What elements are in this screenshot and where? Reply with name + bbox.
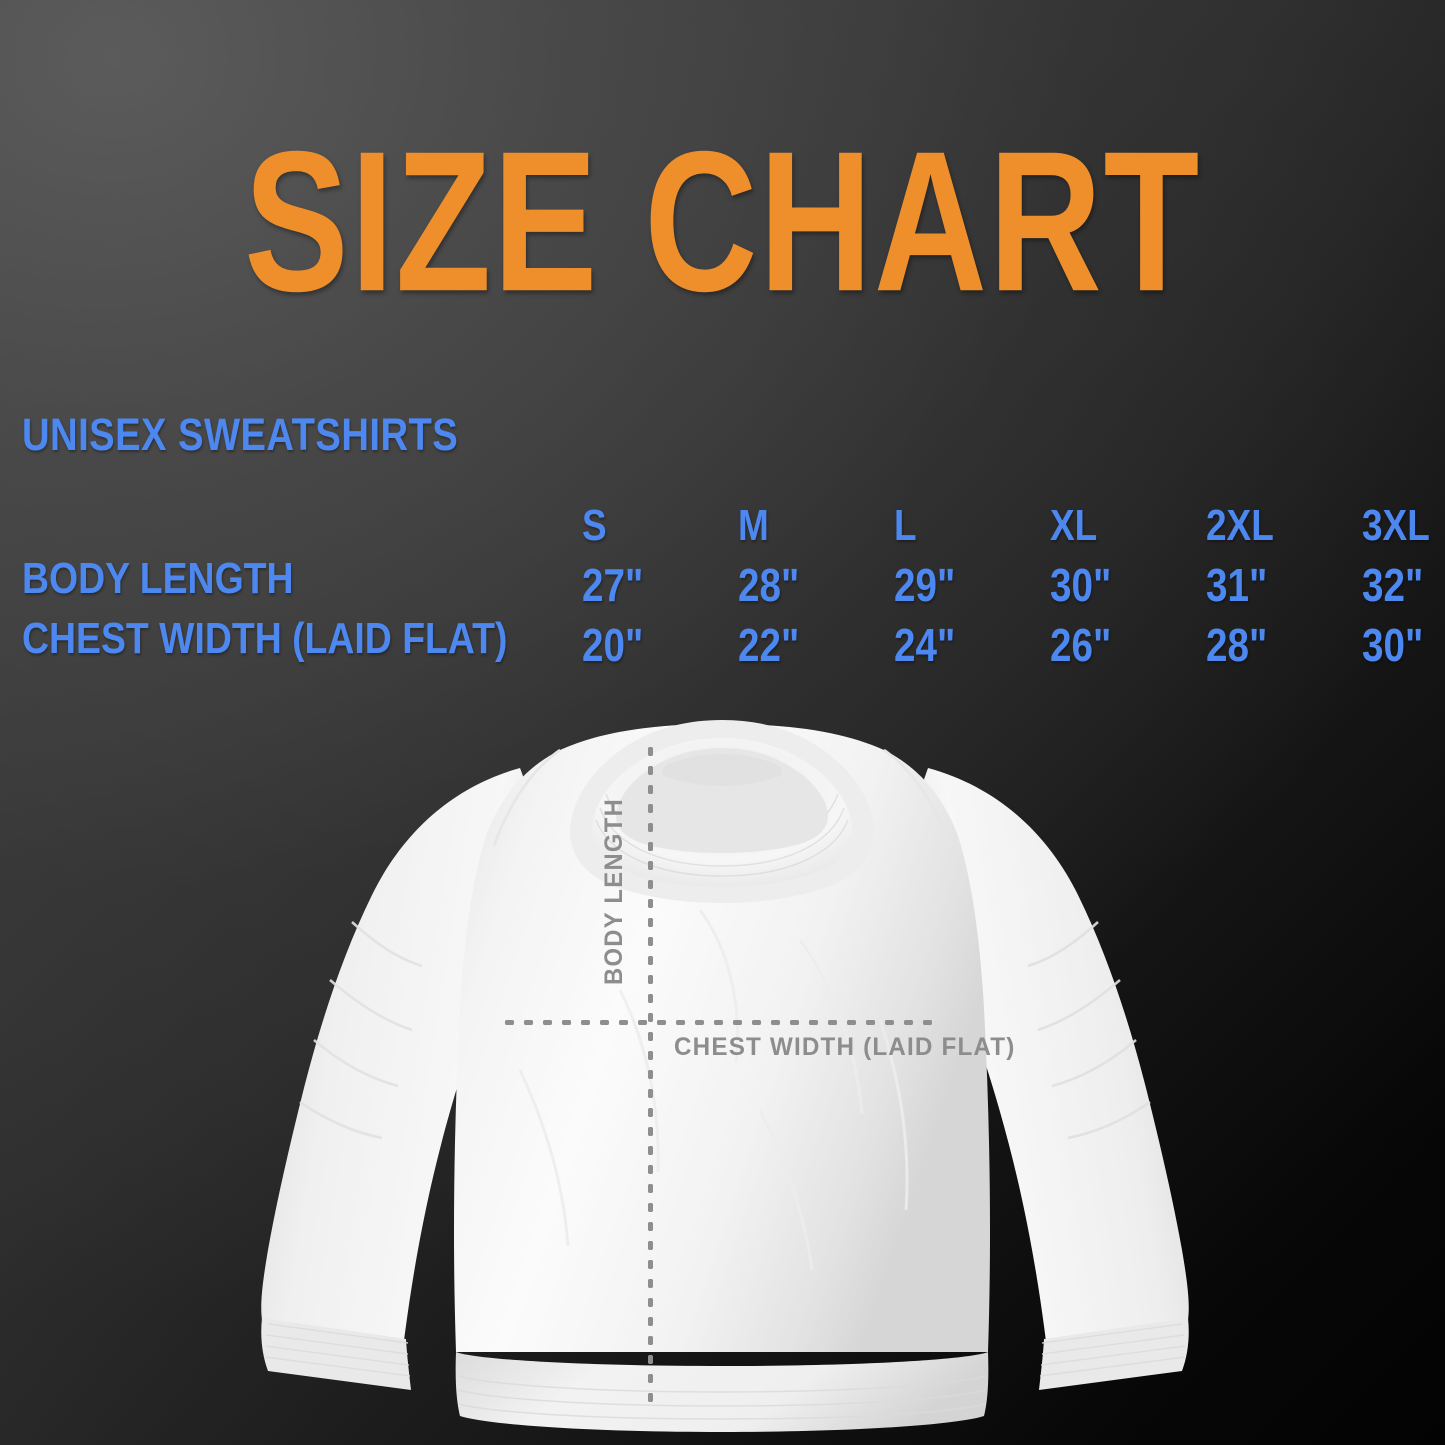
row-label-chest-width: CHEST WIDTH (LAID FLAT) bbox=[22, 609, 582, 669]
row-label-body-length: BODY LENGTH bbox=[22, 549, 582, 609]
cell-body-length-l-text: 29" bbox=[894, 559, 956, 612]
cell-body-length-2xl-text: 31" bbox=[1206, 559, 1268, 612]
size-header-s: S bbox=[582, 479, 738, 549]
size-header-m: M bbox=[738, 479, 894, 549]
size-header-2xl-label: 2XL bbox=[1206, 501, 1274, 551]
size-header-l-label: L bbox=[894, 501, 917, 551]
cell-body-length-m: 28" bbox=[738, 549, 894, 609]
body-length-guide-label: BODY LENGTH bbox=[600, 797, 628, 985]
size-header-xl-label: XL bbox=[1050, 501, 1098, 551]
size-header-2xl: 2XL bbox=[1206, 479, 1362, 549]
cell-chest-width-xl-text: 26" bbox=[1050, 619, 1112, 672]
cell-chest-width-l-text: 24" bbox=[894, 619, 956, 672]
cell-body-length-s: 27" bbox=[582, 549, 738, 609]
cell-chest-width-3xl-text: 30" bbox=[1362, 619, 1424, 672]
cell-chest-width-m: 22" bbox=[738, 609, 894, 669]
cell-body-length-2xl: 31" bbox=[1206, 549, 1362, 609]
cell-body-length-s-text: 27" bbox=[582, 559, 644, 612]
size-header-l: L bbox=[894, 479, 1050, 549]
table-row: CHEST WIDTH (LAID FLAT) 20" 22" 24" 26" … bbox=[22, 609, 1445, 669]
size-header-3xl-label: 3XL bbox=[1362, 501, 1430, 551]
cell-body-length-3xl: 32" bbox=[1362, 549, 1445, 609]
collar bbox=[570, 720, 874, 903]
cell-body-length-3xl-text: 32" bbox=[1362, 559, 1424, 612]
garment-body bbox=[454, 724, 990, 1352]
size-table-body: BODY LENGTH 27" 28" 29" 30" 31" 32" CHES… bbox=[22, 549, 1445, 669]
cell-body-length-xl: 30" bbox=[1050, 549, 1206, 609]
cell-chest-width-m-text: 22" bbox=[738, 619, 800, 672]
size-table-corner-cell bbox=[22, 479, 582, 549]
size-header-s-label: S bbox=[582, 501, 607, 551]
size-header-m-label: M bbox=[738, 501, 769, 551]
size-table-head: S M L XL 2XL 3XL bbox=[22, 479, 1445, 549]
cell-chest-width-s: 20" bbox=[582, 609, 738, 669]
garment-figure: BODY LENGTH CHEST WIDTH (LAID FLAT) bbox=[0, 690, 1445, 1445]
size-table: S M L XL 2XL 3XL BODY LENGTH 27" 28" 29"… bbox=[22, 479, 1445, 669]
row-label-body-length-text: BODY LENGTH bbox=[22, 553, 294, 603]
body-length-guide-line bbox=[648, 742, 653, 1402]
cell-chest-width-2xl-text: 28" bbox=[1206, 619, 1268, 672]
table-row: BODY LENGTH 27" 28" 29" 30" 31" 32" bbox=[22, 549, 1445, 609]
cell-chest-width-2xl: 28" bbox=[1206, 609, 1362, 669]
size-header-3xl: 3XL bbox=[1362, 479, 1445, 549]
cell-chest-width-l: 24" bbox=[894, 609, 1050, 669]
cell-chest-width-xl: 26" bbox=[1050, 609, 1206, 669]
cell-body-length-xl-text: 30" bbox=[1050, 559, 1112, 612]
cell-chest-width-3xl: 30" bbox=[1362, 609, 1445, 669]
section-heading: UNISEX SWEATSHIRTS bbox=[22, 409, 459, 460]
bottom-hem bbox=[455, 1352, 989, 1432]
page-title: SIZE CHART bbox=[244, 109, 1201, 334]
row-label-chest-width-text: CHEST WIDTH (LAID FLAT) bbox=[22, 613, 508, 663]
size-header-xl: XL bbox=[1050, 479, 1206, 549]
size-table-block: UNISEX SWEATSHIRTS S M L XL 2XL 3XL BODY… bbox=[22, 412, 1432, 669]
cell-chest-width-s-text: 20" bbox=[582, 619, 644, 672]
cell-body-length-m-text: 28" bbox=[738, 559, 800, 612]
cell-body-length-l: 29" bbox=[894, 549, 1050, 609]
chest-width-guide-line bbox=[500, 1020, 942, 1025]
chest-width-guide-label: CHEST WIDTH (LAID FLAT) bbox=[674, 1033, 1016, 1061]
sweatshirt-illustration bbox=[261, 720, 1189, 1432]
size-table-header-row: S M L XL 2XL 3XL bbox=[22, 479, 1445, 549]
